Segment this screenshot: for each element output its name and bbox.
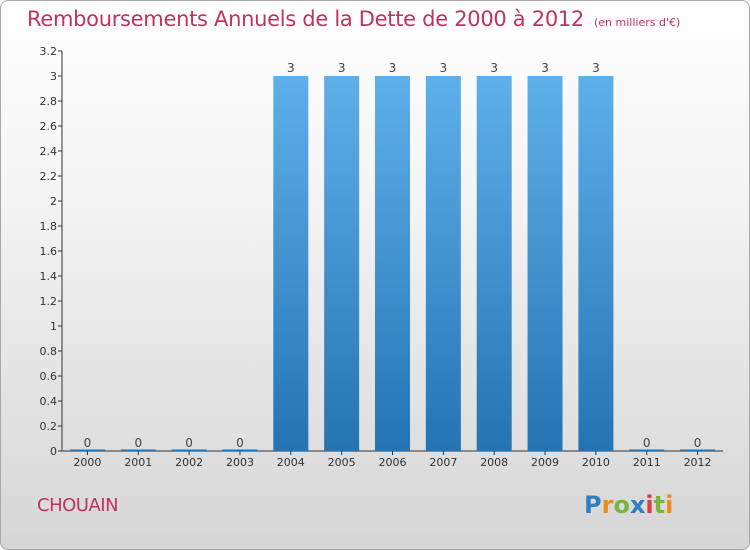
- y-tick-label: 2.4: [40, 145, 58, 158]
- chart-subtitle: (en milliers d'€): [594, 16, 681, 29]
- x-tick-label: 2002: [175, 456, 203, 469]
- logo-letter: x: [629, 491, 646, 519]
- bar: [222, 449, 258, 451]
- x-tick-label: 2010: [582, 456, 610, 469]
- logo-letter: o: [613, 491, 630, 519]
- x-tick-label: 2005: [328, 456, 356, 469]
- logo-letter: t: [653, 491, 666, 519]
- bar: [578, 76, 614, 451]
- bar: [527, 76, 563, 451]
- bar: [680, 449, 716, 451]
- y-tick-label: 3.2: [40, 45, 58, 58]
- y-tick-label: 2.6: [40, 120, 58, 133]
- x-tick-label: 2007: [429, 456, 457, 469]
- x-tick-label: 2006: [379, 456, 407, 469]
- bar: [273, 76, 309, 451]
- y-tick-label: 0: [50, 445, 57, 458]
- data-label: 0: [236, 436, 244, 450]
- y-tick-label: 1.2: [40, 295, 58, 308]
- x-tick-label: 2011: [633, 456, 661, 469]
- y-tick-label: 3: [50, 70, 57, 83]
- x-tick-label: 2009: [531, 456, 559, 469]
- y-tick-label: 0.2: [40, 420, 58, 433]
- x-tick-label: 2000: [73, 456, 101, 469]
- x-tick-label: 2001: [124, 456, 152, 469]
- data-label: 3: [592, 61, 600, 75]
- x-tick-label: 2004: [277, 456, 305, 469]
- bar: [375, 76, 410, 451]
- chart-labels: 2000 0 2001 0 2002 0 2003 0 2004 3 2005 3 2006 3 2007 3…: [73, 61, 711, 469]
- chart-title-text: Remboursements Annuels de la Dette de 20…: [27, 7, 584, 31]
- y-tick-label: 2.2: [40, 170, 58, 183]
- chart-title: Remboursements Annuels de la Dette de 20…: [27, 7, 680, 31]
- bar: [476, 76, 512, 451]
- logo-letter: i: [645, 491, 654, 519]
- logo-letter: i: [665, 491, 674, 519]
- bar: [69, 449, 105, 451]
- x-tick-label: 2003: [226, 456, 254, 469]
- logo-letter: P: [584, 491, 602, 519]
- commune-name: CHOUAIN: [37, 495, 119, 516]
- bar: [120, 449, 156, 451]
- data-label: 3: [541, 61, 549, 75]
- data-label: 3: [440, 61, 448, 75]
- y-tick-label: 1: [50, 320, 57, 333]
- logo-letter: r: [601, 491, 614, 519]
- data-label: 3: [490, 61, 498, 75]
- chart-axes: 0 0.2 0.4 0.6 0.8 1 1.2 1.4 1.6 1.8 2 2.2 2.4 2.6 2.8 3…: [40, 45, 723, 458]
- data-label: 0: [185, 436, 193, 450]
- y-tick-label: 2.8: [40, 95, 58, 108]
- x-tick-label: 2008: [480, 456, 508, 469]
- data-label: 3: [287, 61, 295, 75]
- bar: [425, 76, 461, 451]
- bar: [324, 76, 360, 451]
- data-label: 3: [338, 61, 346, 75]
- y-tick-label: 1.4: [40, 270, 58, 283]
- y-tick-label: 0.6: [40, 370, 58, 383]
- data-label: 0: [694, 436, 702, 450]
- bar: [629, 449, 665, 451]
- x-tick-label: 2012: [684, 456, 712, 469]
- data-label: 0: [134, 436, 142, 450]
- y-tick-label: 2: [50, 195, 57, 208]
- chart-bars: [69, 76, 716, 451]
- data-label: 0: [84, 436, 92, 450]
- data-label: 0: [643, 436, 651, 450]
- proxiti-logo: Proxiti: [584, 491, 673, 519]
- y-tick-label: 1.8: [40, 220, 58, 233]
- y-tick-label: 0.4: [40, 395, 58, 408]
- y-tick-label: 1.6: [40, 245, 58, 258]
- bar: [171, 449, 207, 451]
- y-tick-label: 0.8: [40, 345, 58, 358]
- data-label: 3: [389, 61, 397, 75]
